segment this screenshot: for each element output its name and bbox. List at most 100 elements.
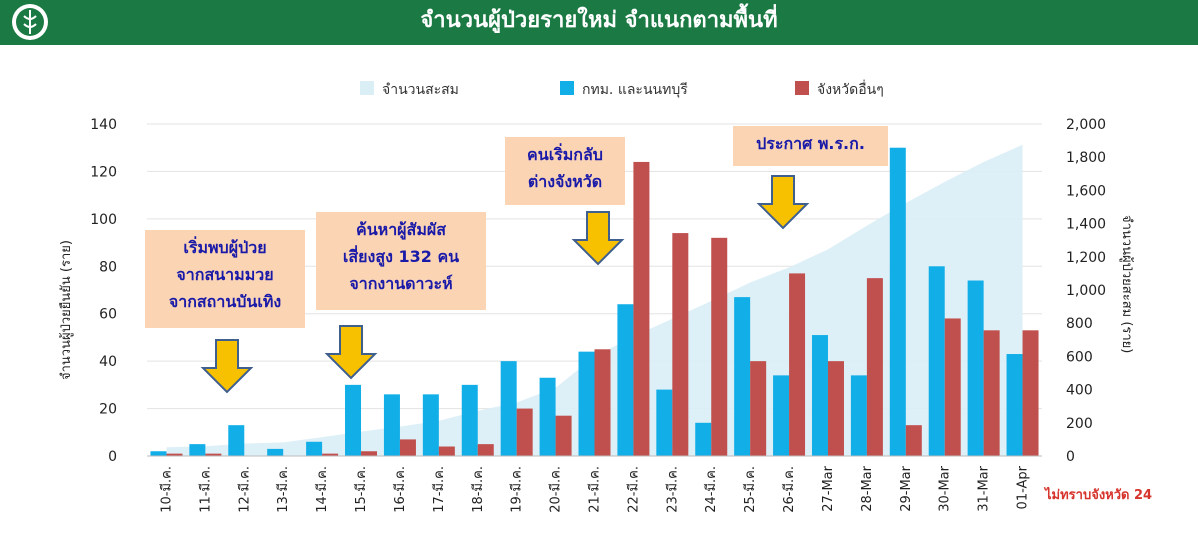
y-axis-left-label: จำนวนผู้ป่วยยืนยัน (ราย) xyxy=(59,240,74,380)
legend-label-other: จังหวัดอื่นๆ xyxy=(817,82,884,98)
bar-other-provinces xyxy=(399,439,416,456)
bar-other-provinces xyxy=(205,453,222,456)
x-tick-label: 21-มี.ค. xyxy=(587,466,603,513)
y-right-tick-label: 1,200 xyxy=(1066,250,1106,266)
bar-other-provinces xyxy=(983,330,1000,456)
bar-bkk xyxy=(578,351,595,456)
bar-other-provinces xyxy=(361,451,378,456)
down-arrow-icon xyxy=(756,175,810,230)
bar-bkk xyxy=(150,451,167,456)
down-arrow-icon xyxy=(200,339,254,394)
y-left-tick-label: 40 xyxy=(99,354,117,370)
y-left-tick-label: 0 xyxy=(108,449,117,465)
bar-bkk xyxy=(967,280,984,456)
x-tick-label: 14-มี.ค. xyxy=(314,466,330,513)
x-tick-label: 12-มี.ค. xyxy=(236,466,252,513)
bar-other-provinces xyxy=(594,349,611,456)
callout-line: ต่างจังหวัด xyxy=(527,172,603,191)
bar-bkk xyxy=(383,394,400,456)
page-title: จำนวนผู้ป่วยรายใหม่ จำแนกตามพื้นที่ xyxy=(420,8,778,33)
bar-other-provinces xyxy=(672,233,689,456)
callout-line: ค้นหาผู้สัมผัส xyxy=(356,220,446,239)
callout-contact-tracing: ค้นหาผู้สัมผัส เสี่ยงสูง 132 คน จากงานดา… xyxy=(316,212,486,310)
x-tick-label: 16-มี.ค. xyxy=(392,466,408,513)
x-tick-label: 20-มี.ค. xyxy=(548,466,564,513)
bar-other-provinces xyxy=(516,408,533,456)
bar-other-provinces xyxy=(438,446,455,456)
callout-boxing-stadium: เริ่มพบผู้ป่วย จากสนามมวย จากสถานบันเทิง xyxy=(145,230,305,328)
y-left-tick-label: 140 xyxy=(90,117,117,133)
y-left-tick-label: 60 xyxy=(99,307,117,323)
bar-bkk xyxy=(928,266,945,456)
x-tick-label: 15-มี.ค. xyxy=(353,466,369,513)
y-left-tick-label: 100 xyxy=(90,212,117,228)
x-tick-label: 26-มี.ค. xyxy=(781,466,797,513)
legend-label-cumulative: จำนวนสะสม xyxy=(382,82,459,98)
bar-bkk xyxy=(889,147,906,456)
legend-label-bkk: กทม. และนนทบุรี xyxy=(582,82,688,98)
legend-swatch-bkk xyxy=(560,81,574,95)
bar-bkk xyxy=(850,375,867,456)
bar-bkk xyxy=(267,448,284,456)
bar-other-provinces xyxy=(866,278,883,456)
x-tick-label: 19-มี.ค. xyxy=(509,466,525,513)
y-right-tick-label: 1,600 xyxy=(1066,183,1106,199)
bar-bkk xyxy=(345,384,362,456)
bar-bkk xyxy=(656,389,673,456)
unknown-province-note: ไม่ทราบจังหวัด 24 xyxy=(1045,488,1153,503)
bar-other-provinces xyxy=(711,237,728,456)
bar-bkk xyxy=(734,297,751,456)
y-right-tick-label: 400 xyxy=(1066,383,1093,399)
callout-line: เริ่มพบผู้ป่วย xyxy=(183,238,267,257)
y-left-tick-label: 20 xyxy=(99,402,117,418)
y-left-tick-label: 80 xyxy=(99,259,117,275)
callout-line: จากสถานบันเทิง xyxy=(168,292,282,311)
bar-other-provinces xyxy=(633,161,650,456)
y-right-tick-label: 0 xyxy=(1066,449,1075,465)
ministry-logo-icon xyxy=(12,4,48,40)
bar-bkk xyxy=(773,375,790,456)
bar-bkk xyxy=(461,384,478,456)
callout-line: ประกาศ พ.ร.ก. xyxy=(756,134,865,153)
bar-bkk xyxy=(539,377,556,456)
cumulative-area xyxy=(166,144,1023,456)
y-axis-right-label: จำนวนผู้ป่วยสะสม (ราย) xyxy=(1119,215,1134,354)
callout-emergency-decree: ประกาศ พ.ร.ก. xyxy=(733,126,888,166)
x-tick-label: 11-มี.ค. xyxy=(197,466,213,513)
x-tick-label: 24-มี.ค. xyxy=(703,466,719,513)
bar-bkk xyxy=(811,335,828,456)
callout-line: เสี่ยงสูง 132 คน xyxy=(342,247,460,266)
x-tick-label: 22-มี.ค. xyxy=(625,466,641,513)
bar-other-provinces xyxy=(789,273,806,456)
x-tick-label: 27-Mar xyxy=(821,465,836,511)
callout-line: จากสนามมวย xyxy=(176,265,274,284)
y-right-tick-label: 600 xyxy=(1066,349,1093,365)
bar-other-provinces xyxy=(477,444,494,456)
bar-bkk xyxy=(500,361,517,456)
x-tick-label: 10-มี.ค. xyxy=(158,466,174,513)
down-arrow-icon xyxy=(324,325,378,380)
callout-return-home: คนเริ่มกลับ ต่างจังหวัด xyxy=(505,137,625,205)
bar-other-provinces xyxy=(322,453,339,456)
x-tick-label: 23-มี.ค. xyxy=(664,466,680,513)
header-bar xyxy=(0,0,1198,45)
bar-bkk xyxy=(228,425,245,456)
bar-other-provinces xyxy=(944,318,961,456)
y-right-tick-label: 800 xyxy=(1066,316,1093,332)
bar-bkk xyxy=(306,441,323,456)
x-tick-label: 25-มี.ค. xyxy=(742,466,758,513)
x-tick-label: 29-Mar xyxy=(899,465,914,511)
bar-bkk xyxy=(617,304,634,456)
y-right-tick-label: 1,000 xyxy=(1066,283,1106,299)
x-tick-label: 30-Mar xyxy=(938,465,953,511)
y-right-tick-label: 2,000 xyxy=(1066,117,1106,133)
down-arrow-icon xyxy=(571,211,625,266)
bar-other-provinces xyxy=(905,425,922,456)
legend-swatch-cumulative xyxy=(360,81,374,95)
callout-line: คนเริ่มกลับ xyxy=(527,145,603,164)
bar-other-provinces xyxy=(555,415,572,456)
bar-bkk xyxy=(695,422,712,456)
y-right-tick-label: 1,800 xyxy=(1066,150,1106,166)
y-right-tick-label: 1,400 xyxy=(1066,217,1106,233)
